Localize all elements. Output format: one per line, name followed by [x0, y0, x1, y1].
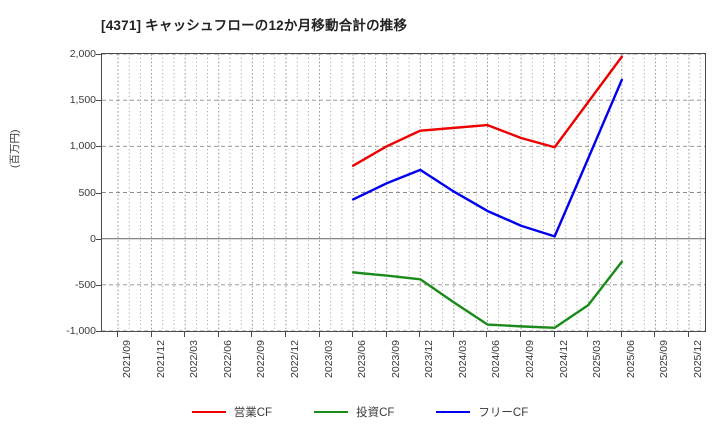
- x-tick-label: 2021/09: [121, 340, 133, 378]
- chart-title: [4371] キャッシュフローの12か月移動合計の推移: [101, 18, 408, 33]
- y-axis-tick-labels: -1,000 -500 0 500 1,000 1,500 2,000: [40, 48, 96, 337]
- x-tick-mark: [620, 332, 622, 337]
- x-tick-mark: [553, 332, 555, 337]
- y-tick-mark: [96, 238, 101, 240]
- x-tick-mark: [654, 332, 656, 337]
- x-tick-label: 2023/09: [389, 340, 402, 378]
- plot-area: [101, 53, 706, 332]
- x-tick-mark: [318, 332, 320, 337]
- x-tick-mark: [150, 332, 152, 337]
- x-tick-label: 2023/06: [356, 340, 369, 378]
- x-tick-mark: [284, 332, 286, 337]
- legend-item-operating-cf[interactable]: 営業CF: [191, 404, 273, 420]
- legend-swatch-free-cf: [436, 410, 471, 414]
- x-tick-label: 2024/03: [456, 340, 469, 378]
- y-tick-mark: [96, 284, 101, 286]
- series-line: [351, 78, 624, 238]
- y-tick-label: 1,500: [69, 94, 96, 107]
- x-tick-mark: [688, 332, 689, 337]
- x-tick-label: 2025/03: [591, 340, 604, 378]
- y-tick-label: 500: [78, 186, 96, 199]
- y-tick-label: 0: [90, 232, 96, 245]
- series-line: [351, 260, 624, 329]
- x-tick-mark: [117, 332, 118, 337]
- x-tick-mark: [251, 332, 253, 337]
- x-tick-label: 2021/12: [154, 340, 167, 378]
- legend-label-free-cf: フリーCF: [478, 407, 529, 419]
- legend-swatch-investing-cf: [314, 410, 349, 414]
- y-tick-label: 2,000: [69, 48, 96, 60]
- x-tick-mark: [352, 332, 354, 337]
- x-tick-label: 2024/09: [524, 340, 537, 378]
- y-tick-mark: [96, 192, 101, 194]
- y-tick-mark: [96, 54, 101, 55]
- x-tick-mark: [419, 332, 421, 337]
- y-tick-label: -500: [74, 278, 96, 291]
- x-tick-mark: [385, 332, 387, 337]
- x-tick-label: 2022/06: [221, 340, 234, 378]
- y-tick-mark: [96, 331, 101, 332]
- x-tick-mark: [217, 332, 219, 337]
- legend-label-operating-cf: 営業CF: [233, 407, 273, 419]
- y-tick-mark: [96, 100, 101, 102]
- y-tick-mark: [96, 146, 101, 148]
- x-tick-label: 2024/06: [490, 340, 503, 378]
- x-tick-label: 2025/06: [624, 340, 637, 378]
- x-tick-mark: [587, 332, 589, 337]
- x-tick-label: 2023/12: [423, 340, 436, 378]
- y-tick-label: 1,000: [69, 140, 96, 153]
- plot-svg: [102, 54, 705, 331]
- x-tick-mark: [184, 332, 186, 337]
- chart-legend: 営業CF 投資CF フリーCF: [0, 404, 720, 420]
- series-line: [351, 55, 624, 167]
- x-tick-label: 2022/09: [255, 340, 268, 378]
- x-tick-label: 2024/12: [557, 340, 570, 378]
- y-tick-label: -1,000: [66, 325, 96, 337]
- x-tick-label: 2025/09: [658, 340, 671, 378]
- x-tick-label: 2023/03: [322, 340, 335, 378]
- legend-item-investing-cf[interactable]: 投資CF: [314, 404, 394, 420]
- x-tick-mark: [486, 332, 488, 337]
- x-tick-label: 2022/03: [188, 340, 201, 378]
- legend-label-investing-cf: 投資CF: [356, 407, 395, 419]
- x-tick-mark: [520, 332, 522, 337]
- x-tick-mark: [452, 332, 454, 337]
- legend-item-free-cf[interactable]: フリーCF: [436, 404, 528, 420]
- x-tick-label: 2025/12: [692, 340, 704, 378]
- y-axis-title: (百万円): [9, 129, 21, 169]
- legend-swatch-operating-cf: [191, 410, 226, 414]
- x-tick-label: 2022/12: [288, 340, 301, 378]
